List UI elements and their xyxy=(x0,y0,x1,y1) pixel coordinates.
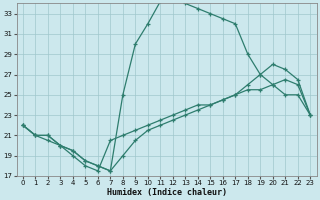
X-axis label: Humidex (Indice chaleur): Humidex (Indice chaleur) xyxy=(107,188,227,197)
